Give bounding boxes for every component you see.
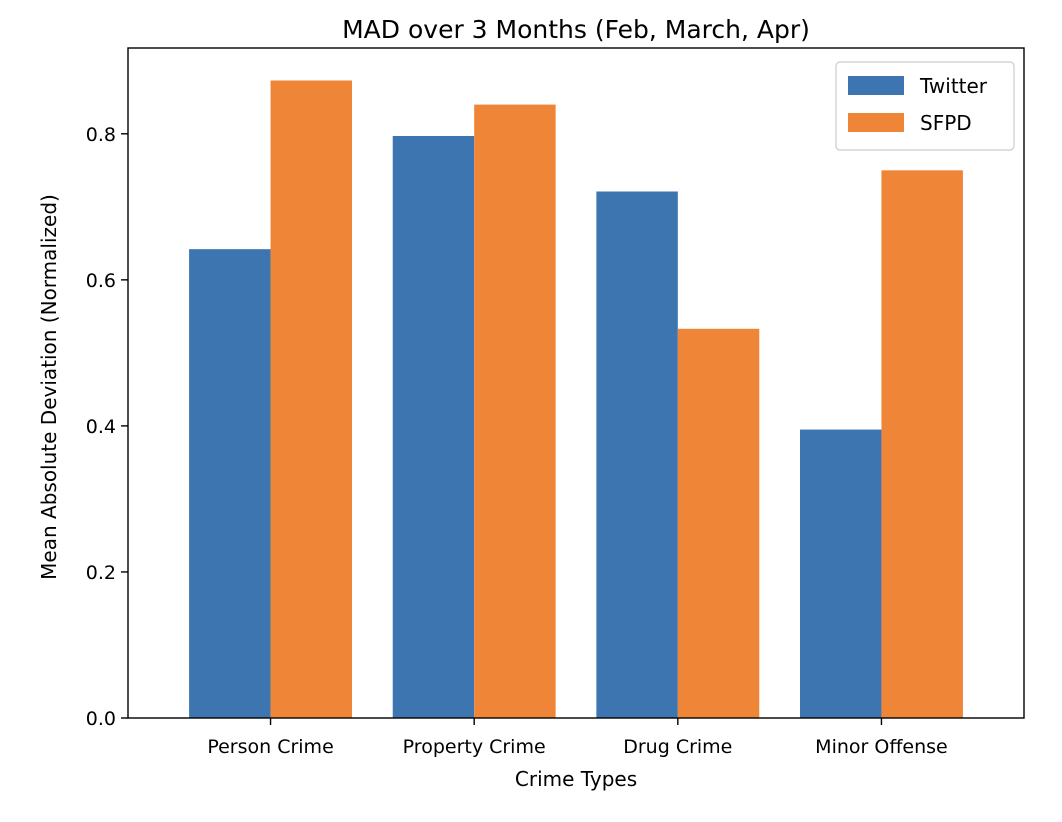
x-axis: Person Crime Property Crime Drug Crime Mino… xyxy=(207,718,948,758)
bar-twitter-drug-crime xyxy=(596,191,678,719)
legend-label-twitter: Twitter xyxy=(919,74,988,98)
x-axis-label: Crime Types xyxy=(515,767,637,791)
x-tick-label: Person Crime xyxy=(207,736,333,758)
x-tick-label: Minor Offense xyxy=(815,736,948,758)
bar-twitter-minor-offense xyxy=(800,429,882,718)
y-tick-label: 0.0 xyxy=(86,708,116,730)
bar-sfpd-minor-offense xyxy=(881,170,963,719)
x-tick-label: Property Crime xyxy=(403,736,546,758)
bars-group xyxy=(189,80,963,719)
x-tick-label: Drug Crime xyxy=(623,736,732,758)
y-tick-label: 0.6 xyxy=(86,270,116,292)
y-tick-label: 0.4 xyxy=(86,416,116,438)
bar-twitter-property-crime xyxy=(392,135,475,718)
legend-swatch-sfpd xyxy=(848,113,904,132)
legend-swatch-twitter xyxy=(848,76,904,95)
plot-area-frame xyxy=(127,47,1025,719)
y-tick-label: 0.2 xyxy=(86,562,116,584)
bar-sfpd-person-crime xyxy=(270,80,352,718)
chart-title: MAD over 3 Months (Feb, March, Apr) xyxy=(342,15,810,44)
legend: Twitter SFPD xyxy=(835,61,1015,151)
legend-label-sfpd: SFPD xyxy=(920,111,972,135)
y-axis: 0.0 0.2 0.4 0.6 0.8 xyxy=(86,124,128,730)
y-axis-label: Mean Absolute Deviation (Normalized) xyxy=(37,194,61,580)
bar-twitter-person-crime xyxy=(189,249,271,718)
y-tick-label: 0.8 xyxy=(86,124,116,146)
bar-sfpd-property-crime xyxy=(474,104,556,719)
bar-sfpd-drug-crime xyxy=(677,328,760,718)
